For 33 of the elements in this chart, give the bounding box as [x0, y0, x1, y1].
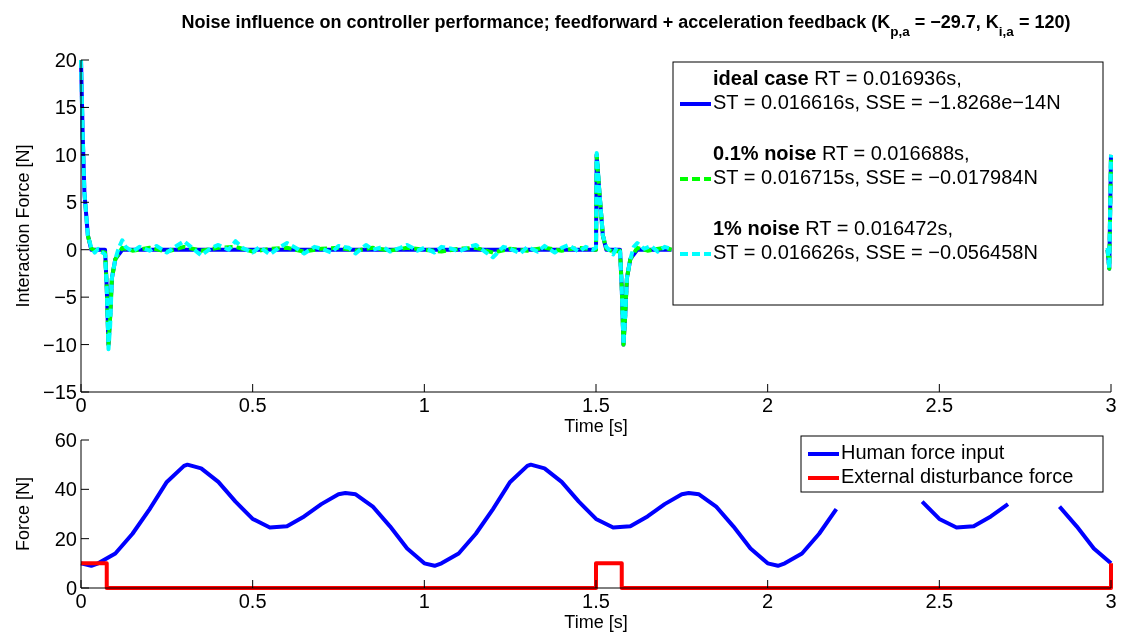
x-tick-label: 1	[418, 394, 430, 416]
y-tick-label: 40	[54, 478, 77, 501]
x-tick-label: 2	[762, 394, 774, 416]
x-tick-label: 3	[1105, 590, 1117, 612]
y-tick-label: −15	[43, 381, 77, 403]
x-tick-label: 0.5	[238, 394, 267, 416]
y-tick-label: 15	[54, 96, 77, 119]
x-tick-label: 0.5	[238, 590, 267, 612]
y-tick-label: 20	[54, 527, 77, 550]
legend-label: External disturbance force	[841, 465, 1074, 487]
y-tick-label: 0	[65, 238, 77, 261]
x-tick-label: 1	[418, 590, 430, 612]
y-axis-title: Interaction Force [N]	[13, 144, 33, 308]
y-tick-label: 5	[65, 191, 77, 214]
legend-label: ideal case RT = 0.016936s, ST = 0.016616s, SSE = −1.8268e−14N	[713, 67, 1061, 113]
chart-title: Noise influence on controller performance; feedforward + acceleration feedback (K$_{p,a}$ = −29.7, K$_{i,a}$ = 120)	[181, 12, 1071, 39]
y-tick-label: −10	[43, 333, 77, 356]
x-axis-title: Time [s]	[564, 612, 628, 632]
y-tick-label: 10	[54, 143, 77, 166]
x-axis-title: Time [s]	[564, 416, 628, 436]
x-tick-label: 1.5	[582, 590, 610, 612]
legend-label: 0.1% noise RT = 0.016688s, ST = 0.016715s, SSE = −0.017984N	[713, 142, 1038, 188]
x-tick-label: 2.5	[925, 394, 954, 416]
x-tick-label: 2.5	[925, 590, 954, 612]
x-tick-label: 1.5	[582, 394, 610, 416]
y-tick-label: 20	[54, 49, 77, 71]
legend-label: 1% noise RT = 0.016472s, ST = 0.016626s, SSE = −0.056458N	[713, 217, 1038, 263]
y-axis-title: Force [N]	[13, 476, 33, 552]
x-tick-label: 2	[762, 590, 774, 612]
y-tick-label: 60	[54, 429, 77, 451]
y-tick-label: −5	[54, 286, 77, 309]
x-tick-label: 3	[1105, 394, 1117, 416]
legend-label: Human force input	[841, 441, 1005, 463]
